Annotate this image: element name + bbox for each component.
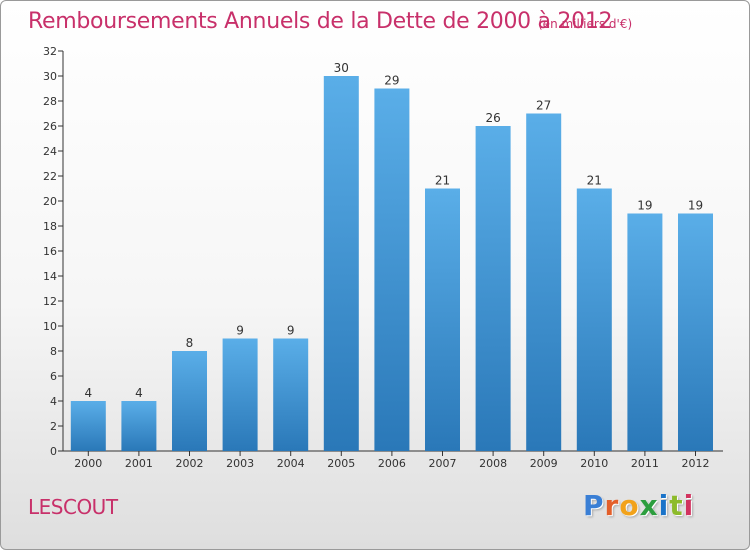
bar <box>526 113 562 451</box>
logo-letter: i <box>683 489 695 522</box>
y-tick-label: 26 <box>43 120 57 133</box>
bar <box>576 188 612 451</box>
data-label: 19 <box>688 199 703 213</box>
data-label: 21 <box>587 174 602 188</box>
commune-name: LESCOUT <box>28 495 118 519</box>
logo-letter: i <box>658 489 670 522</box>
data-label: 26 <box>485 111 500 125</box>
y-tick-label: 4 <box>50 395 57 408</box>
x-tick-label: 2004 <box>277 457 305 470</box>
data-label: 30 <box>334 61 349 75</box>
y-tick-label: 14 <box>43 270 57 283</box>
bar <box>222 338 258 451</box>
x-tick-label: 2007 <box>429 457 457 470</box>
x-tick-label: 2002 <box>176 457 204 470</box>
bar <box>425 188 460 451</box>
x-tick-label: 2010 <box>580 457 608 470</box>
y-tick-label: 22 <box>43 170 57 183</box>
y-tick-label: 18 <box>43 220 57 233</box>
x-tick-label: 2011 <box>631 457 659 470</box>
x-tick-label: 2005 <box>327 457 355 470</box>
data-label: 21 <box>435 174 450 188</box>
bar <box>121 401 157 451</box>
data-label: 19 <box>637 199 652 213</box>
x-tick-label: 2009 <box>530 457 558 470</box>
data-label: 27 <box>536 99 551 113</box>
logo-letter: t <box>669 489 684 522</box>
logo-letter: o <box>619 489 640 522</box>
y-tick-label: 0 <box>50 445 57 458</box>
x-tick-label: 2003 <box>226 457 254 470</box>
x-tick-label: 2006 <box>378 457 406 470</box>
value-labels: 4 4 8 9 9 30 29 21 26 27 21 19 19 <box>84 61 703 400</box>
y-tick-label: 8 <box>50 345 57 358</box>
chart-title: Remboursements Annuels de la Dette de 20… <box>28 9 613 34</box>
bars <box>70 76 713 451</box>
x-tick-label: 2000 <box>74 457 102 470</box>
bar <box>172 351 207 451</box>
y-tick-label: 10 <box>43 320 57 333</box>
y-tick-label: 32 <box>43 45 57 58</box>
y-tick-label: 6 <box>50 370 57 383</box>
y-tick-label: 28 <box>43 95 57 108</box>
bar <box>627 213 663 451</box>
y-tick-label: 12 <box>43 295 57 308</box>
bar <box>70 401 106 451</box>
x-tick-label: 2001 <box>125 457 153 470</box>
data-label: 9 <box>236 324 244 338</box>
bar <box>273 338 309 451</box>
data-label: 4 <box>135 386 143 400</box>
bar <box>374 88 410 451</box>
x-tick-label: 2012 <box>682 457 710 470</box>
data-label: 29 <box>384 74 399 88</box>
logo-letter: P <box>583 489 605 522</box>
chart-subtitle: (en milliers d'€) <box>538 17 633 31</box>
data-label: 9 <box>287 324 295 338</box>
logo-letter: r <box>604 489 620 522</box>
y-tick-label: 20 <box>43 195 57 208</box>
y-tick-label: 16 <box>43 245 57 258</box>
data-label: 8 <box>186 336 194 350</box>
data-label: 4 <box>84 386 92 400</box>
bar <box>323 76 359 451</box>
bar <box>678 213 713 451</box>
proxiti-logo[interactable]: Proxiti <box>583 489 694 522</box>
y-tick-label: 24 <box>43 145 57 158</box>
y-tick-label: 30 <box>43 70 57 83</box>
y-tick-label: 2 <box>50 420 57 433</box>
logo-letter: x <box>639 489 659 522</box>
bar <box>475 126 511 451</box>
x-tick-label: 2008 <box>479 457 507 470</box>
